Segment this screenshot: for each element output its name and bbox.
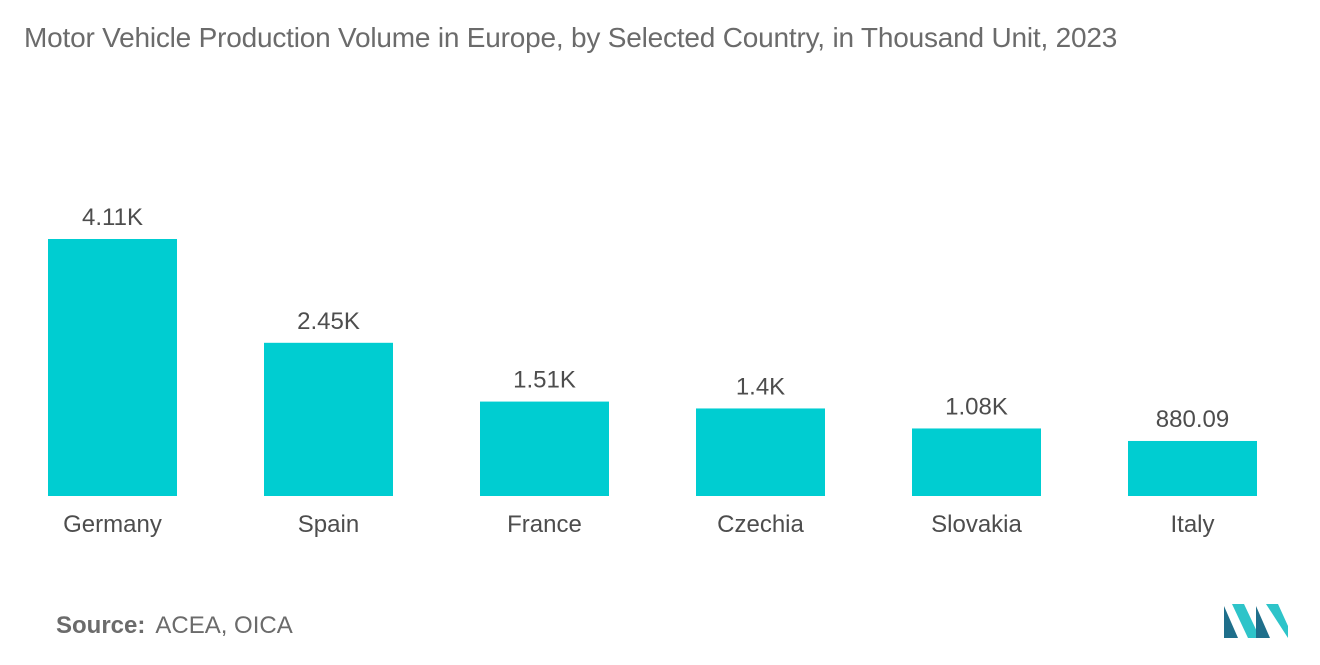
data-label-germany: 4.11K xyxy=(82,204,143,231)
source-note: Source: ACEA, OICA xyxy=(56,612,293,640)
data-label-spain: 2.45K xyxy=(297,308,360,335)
category-label-slovakia: Slovakia xyxy=(931,511,1022,538)
bar-chart: 4.11K Germany 2.45K Spain 1.51K France 1.4K Cze… xyxy=(48,204,1257,538)
bar-czechia xyxy=(696,408,825,496)
category-label-france: France xyxy=(507,511,582,538)
bar-germany xyxy=(48,239,177,496)
category-label-germany: Germany xyxy=(63,511,162,538)
bar-slovakia xyxy=(912,428,1041,496)
bar-italy xyxy=(1128,440,1257,496)
category-label-spain: Spain xyxy=(298,511,359,538)
source-label: Source: xyxy=(56,612,146,639)
data-label-italy: 880.09 xyxy=(1156,406,1229,433)
category-label-czechia: Czechia xyxy=(717,511,804,538)
data-label-slovakia: 1.08K xyxy=(945,393,1008,420)
bar-france xyxy=(480,401,609,496)
source-text: ACEA, OICA xyxy=(155,612,293,639)
category-label-italy: Italy xyxy=(1170,511,1214,538)
data-label-france: 1.51K xyxy=(513,367,576,394)
bar-spain xyxy=(264,342,393,496)
mordor-intelligence-logo-icon xyxy=(1224,604,1288,638)
data-label-czechia: 1.4K xyxy=(736,373,785,400)
chart-title: Motor Vehicle Production Volume in Europ… xyxy=(24,22,1118,53)
